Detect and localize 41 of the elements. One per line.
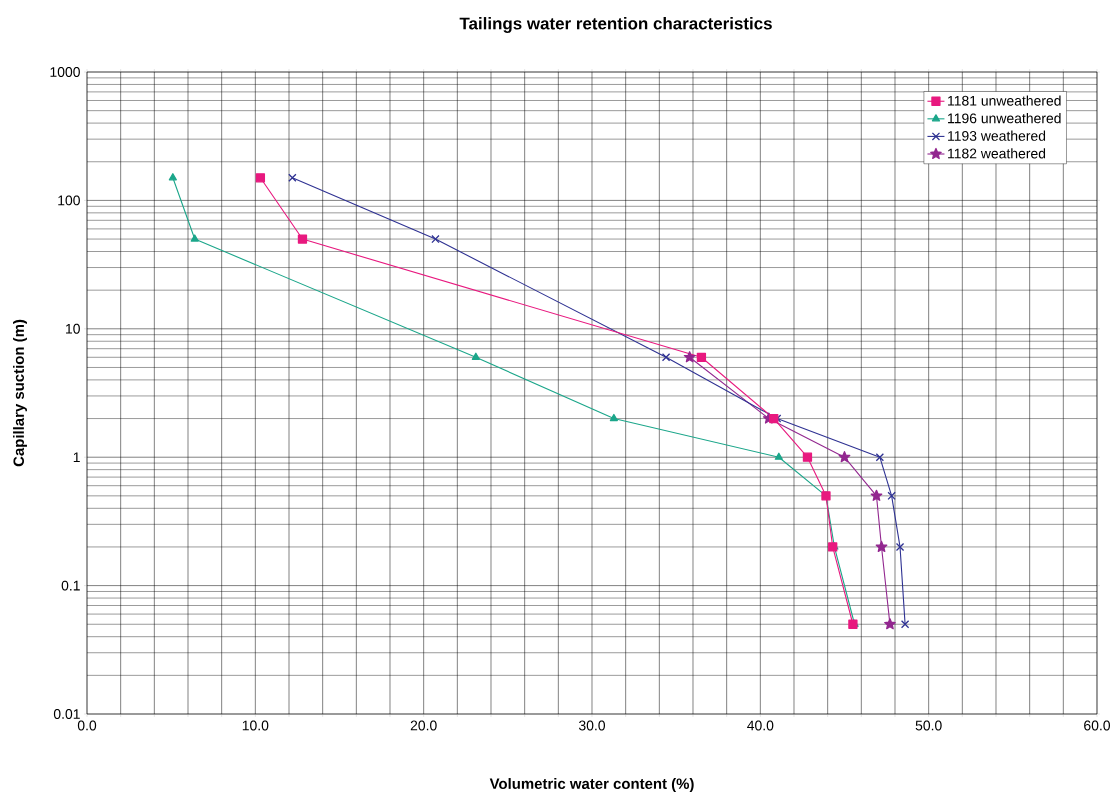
point xyxy=(875,540,888,553)
point xyxy=(887,491,896,501)
point xyxy=(255,173,266,183)
y-tick-label: 100 xyxy=(58,195,80,206)
y-axis-title: Capillary suction (m) xyxy=(13,319,27,467)
x-tick-label: 40.0 xyxy=(747,720,774,731)
point xyxy=(168,173,177,181)
y-tick-label: 10 xyxy=(66,323,80,334)
x-tick-label: 20.0 xyxy=(410,720,437,731)
point xyxy=(838,451,851,463)
y-tick-label: 1 xyxy=(73,452,80,462)
x-tick-label: 10.0 xyxy=(242,720,269,731)
point xyxy=(297,234,308,244)
legend-label: 1196 unweathered xyxy=(948,113,1061,124)
legend-label: 1193 weathered xyxy=(948,130,1046,141)
y-tick-label: 0.01 xyxy=(53,709,80,719)
point xyxy=(696,352,707,362)
point xyxy=(683,351,696,363)
point xyxy=(431,234,440,244)
point xyxy=(870,489,883,501)
chart-title: Tailings water retention characteristics xyxy=(459,17,772,33)
point xyxy=(190,234,199,242)
point xyxy=(802,452,813,462)
x-axis-title: Volumetric water content (%) xyxy=(489,778,694,792)
point xyxy=(895,542,905,552)
point xyxy=(288,173,297,182)
x-tick-label: 60.0 xyxy=(1084,720,1111,731)
point xyxy=(661,353,671,362)
point xyxy=(900,620,910,629)
point xyxy=(609,413,618,422)
x-tick-label: 50.0 xyxy=(915,720,942,731)
point xyxy=(471,352,480,360)
y-tick-label: 0.1 xyxy=(61,580,80,591)
legend-label: 1182 weathered xyxy=(948,148,1046,159)
point xyxy=(774,452,783,460)
x-tick-label: 0.0 xyxy=(77,720,97,731)
x-tick-label: 30.0 xyxy=(578,720,606,731)
legend-label: 1181 unweathered xyxy=(948,95,1061,106)
point xyxy=(884,618,896,630)
point xyxy=(875,453,885,462)
y-tick-label: 1000 xyxy=(50,67,80,77)
